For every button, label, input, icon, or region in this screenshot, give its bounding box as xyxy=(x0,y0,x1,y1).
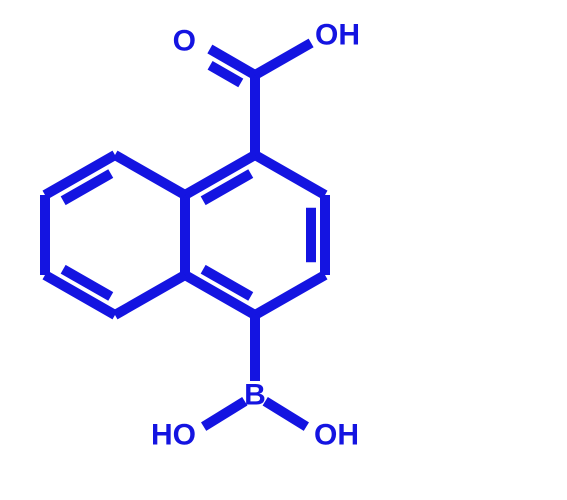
bond-line xyxy=(255,275,325,315)
bond-line xyxy=(265,401,306,426)
bond-line xyxy=(255,155,325,195)
atom-label-o4: OH xyxy=(314,419,359,452)
molecule-diagram: O OH B HO OH xyxy=(0,0,567,500)
atom-label-o2: OH xyxy=(315,19,360,52)
atom-label-o3: HO xyxy=(151,419,196,452)
atom-label-b: B xyxy=(244,379,266,412)
bond-line xyxy=(115,275,185,315)
bond-line xyxy=(115,155,185,195)
bond-line xyxy=(204,401,245,426)
atom-label-o1: O xyxy=(173,25,196,58)
bond-line xyxy=(255,43,311,75)
